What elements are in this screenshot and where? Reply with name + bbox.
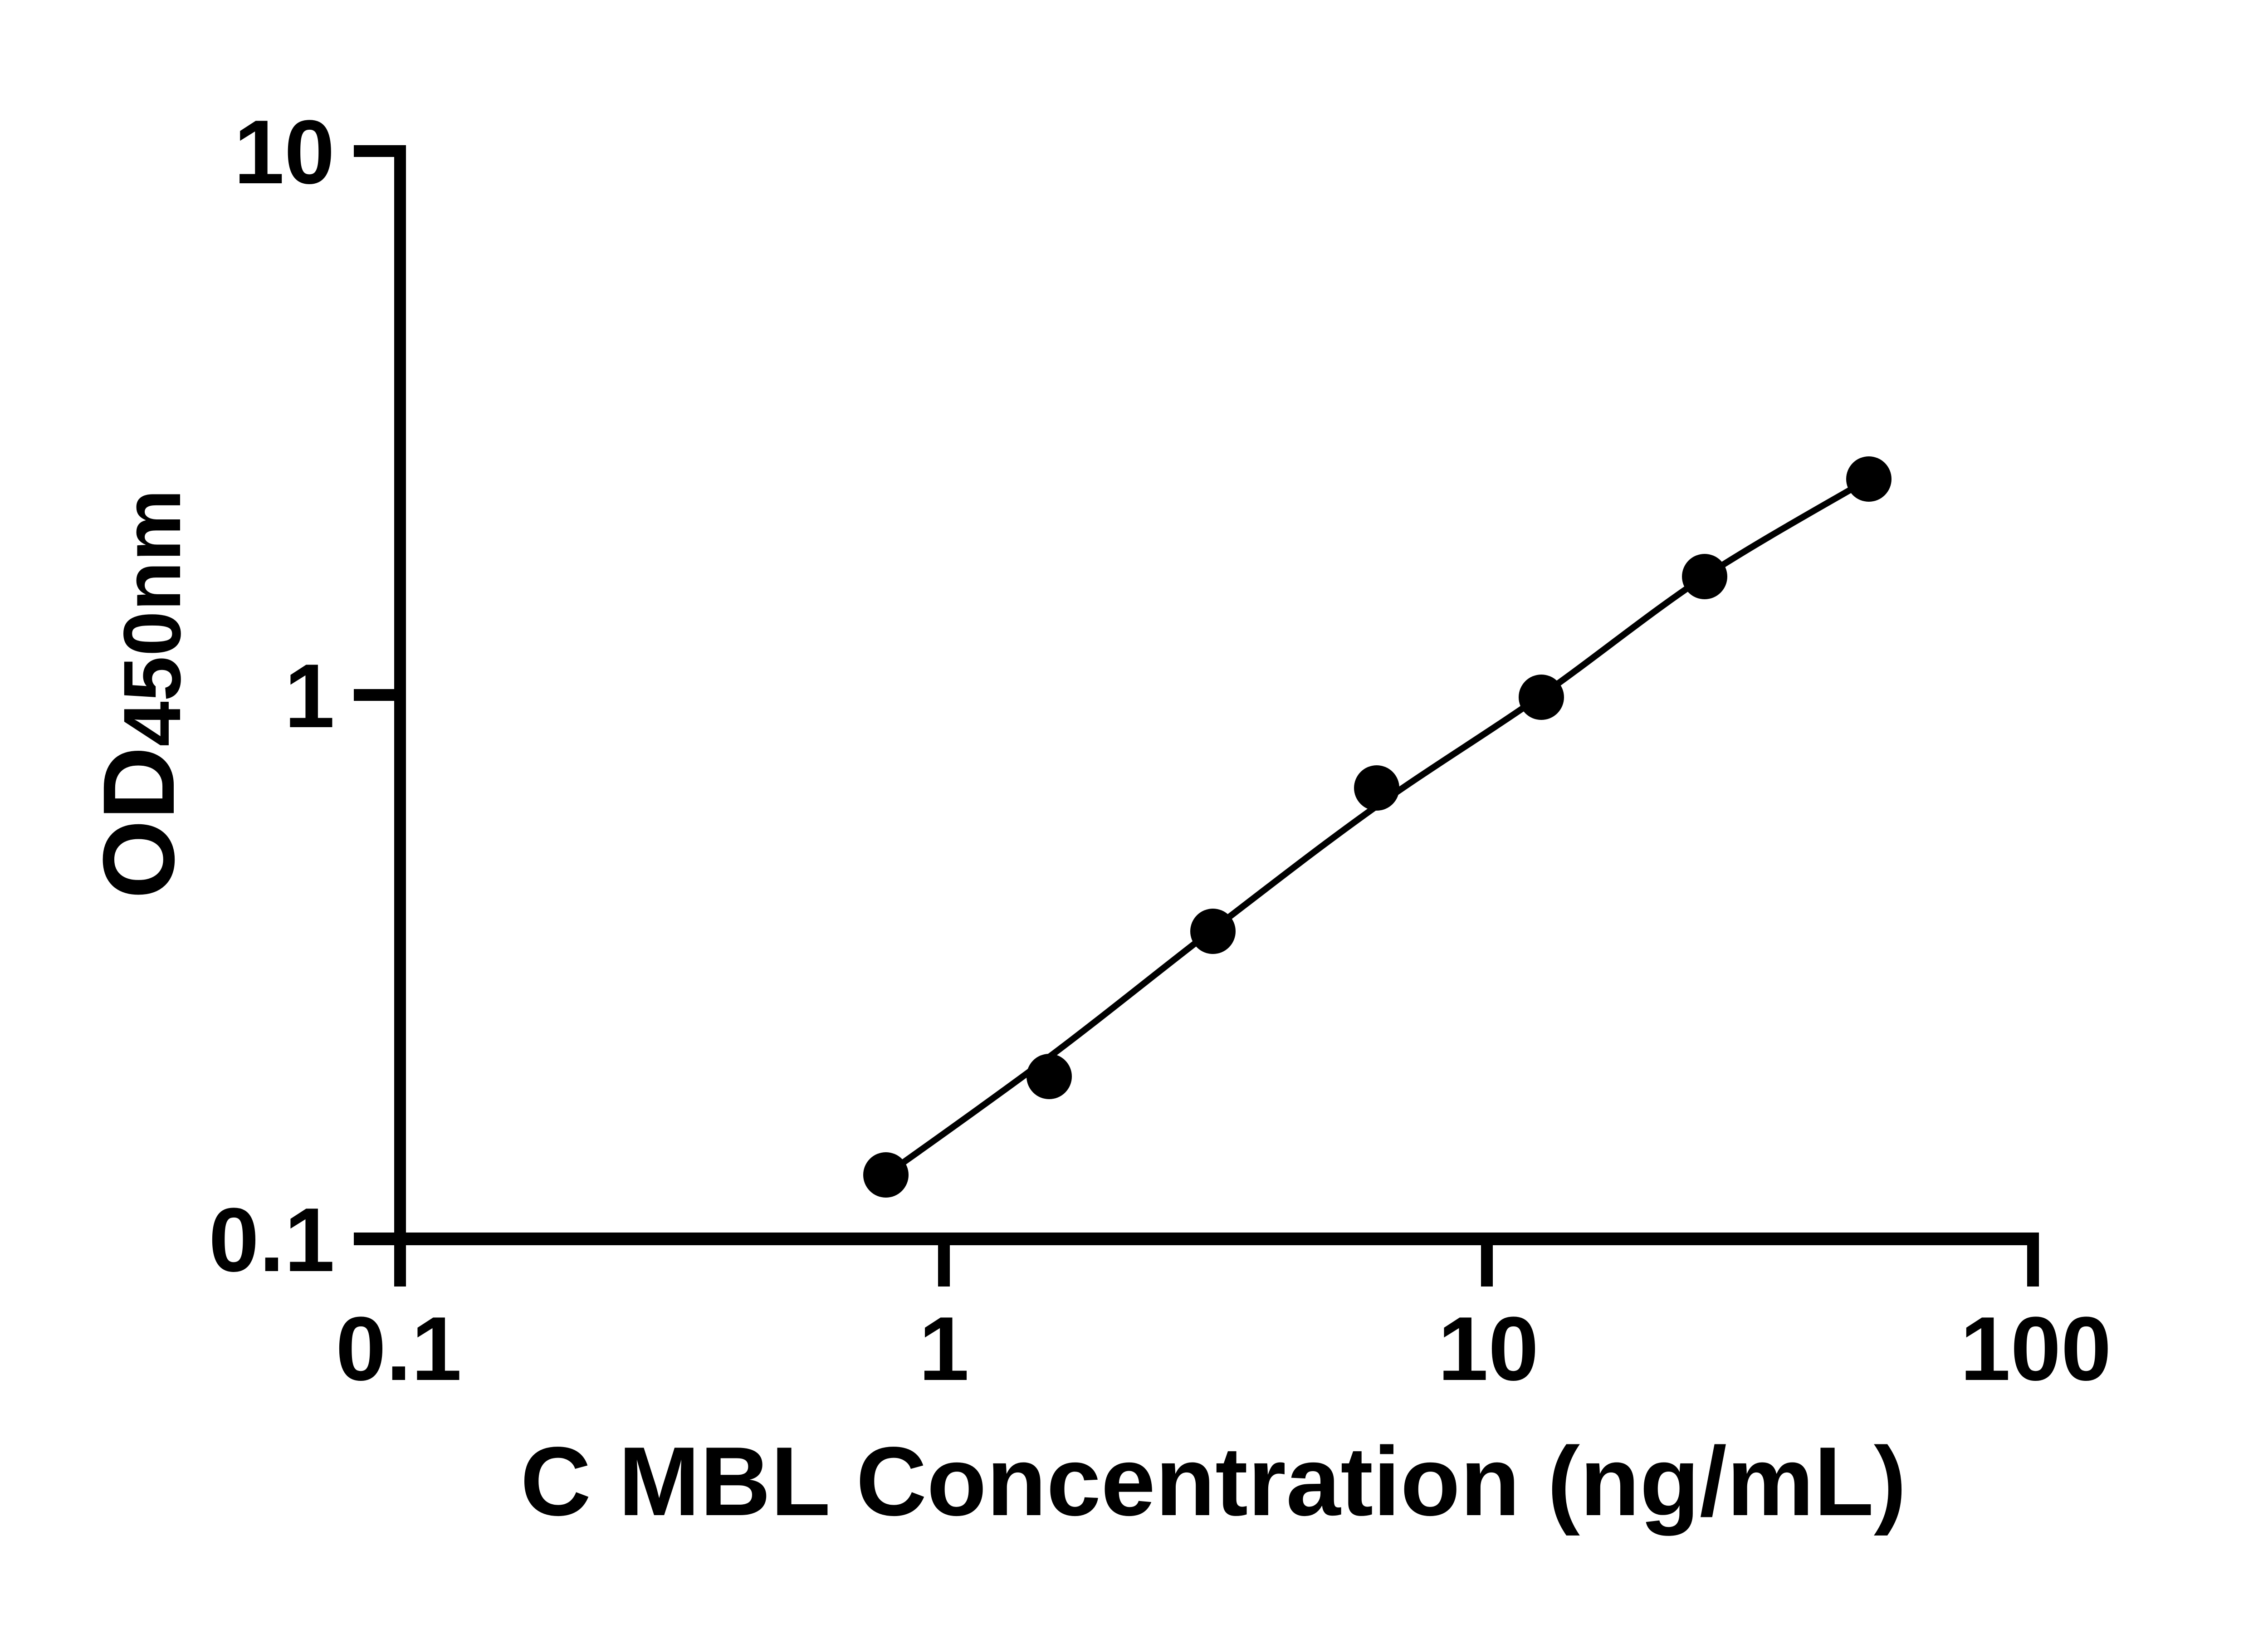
svg-text:C MBL Concentration (ng/mL): C MBL Concentration (ng/mL) [520, 1426, 1906, 1536]
svg-text:100: 100 [1960, 1298, 2112, 1399]
svg-text:0.1: 0.1 [209, 1189, 335, 1291]
svg-text:1: 1 [919, 1298, 969, 1399]
svg-text:10: 10 [1438, 1298, 1539, 1399]
svg-text:10: 10 [234, 102, 335, 203]
svg-text:1: 1 [284, 646, 335, 747]
svg-text:0.1: 0.1 [336, 1298, 462, 1399]
svg-text:OD450nm: OD450nm [82, 489, 197, 899]
